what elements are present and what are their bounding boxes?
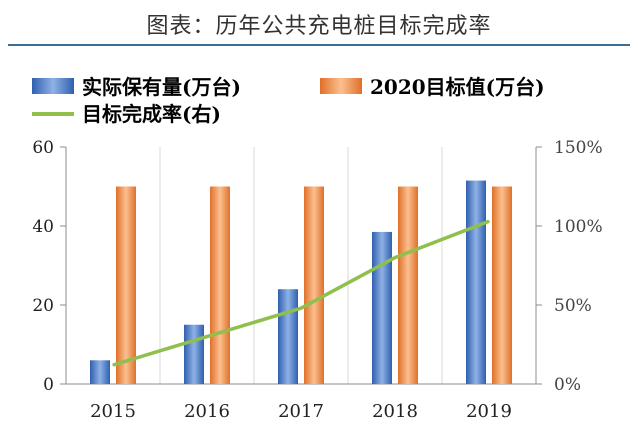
bar-target <box>116 186 136 384</box>
x-tick-label: 2015 <box>90 401 136 422</box>
bar-actual <box>372 231 392 384</box>
bar-actual <box>184 324 204 384</box>
bar-target <box>304 186 324 384</box>
x-tick-label: 2017 <box>278 401 324 422</box>
bar-actual <box>90 360 110 384</box>
bar-target <box>492 186 512 384</box>
y-left-tick-label: 20 <box>32 296 54 316</box>
rate-point <box>488 220 490 223</box>
page-title: 图表：历年公共充电桩目标完成率 <box>146 14 492 39</box>
legend-swatch-target <box>320 78 362 94</box>
y-left-tick-label: 40 <box>32 217 54 237</box>
x-tick-label: 2016 <box>184 401 230 422</box>
rate-point <box>206 335 208 338</box>
y-left-tick-label: 0 <box>43 375 54 395</box>
y-right-tick-label: 100% <box>554 217 603 237</box>
legend: 实际保有量(万台) 2020目标值(万台) 目标完成率(右) <box>32 75 545 126</box>
bar-actual <box>466 180 486 384</box>
plot-area: 0 20 40 60 0% 50% 100% 150% 2015 2016 2017 2018 2019 <box>32 138 602 422</box>
bar-target <box>398 186 418 384</box>
bar-target <box>210 186 230 384</box>
rate-line <box>112 219 490 367</box>
x-tick-label: 2019 <box>466 401 512 422</box>
legend-label-rate: 目标完成率(右) <box>82 102 221 126</box>
rate-point <box>112 364 114 366</box>
legend-label-actual: 实际保有量(万台) <box>82 75 241 99</box>
x-tick-label: 2018 <box>372 401 418 422</box>
rate-point <box>300 307 302 309</box>
title-divider <box>8 44 630 46</box>
y-right-tick-label: 50% <box>554 296 592 316</box>
y-left-tick-label: 60 <box>32 138 54 158</box>
legend-swatch-actual <box>32 78 74 94</box>
bar-actual <box>278 289 298 384</box>
y-right-tick-label: 0% <box>554 375 581 395</box>
y-right-tick-label: 150% <box>554 138 603 158</box>
rate-point <box>394 256 396 259</box>
legend-label-target: 2020目标值(万台) <box>370 75 545 99</box>
